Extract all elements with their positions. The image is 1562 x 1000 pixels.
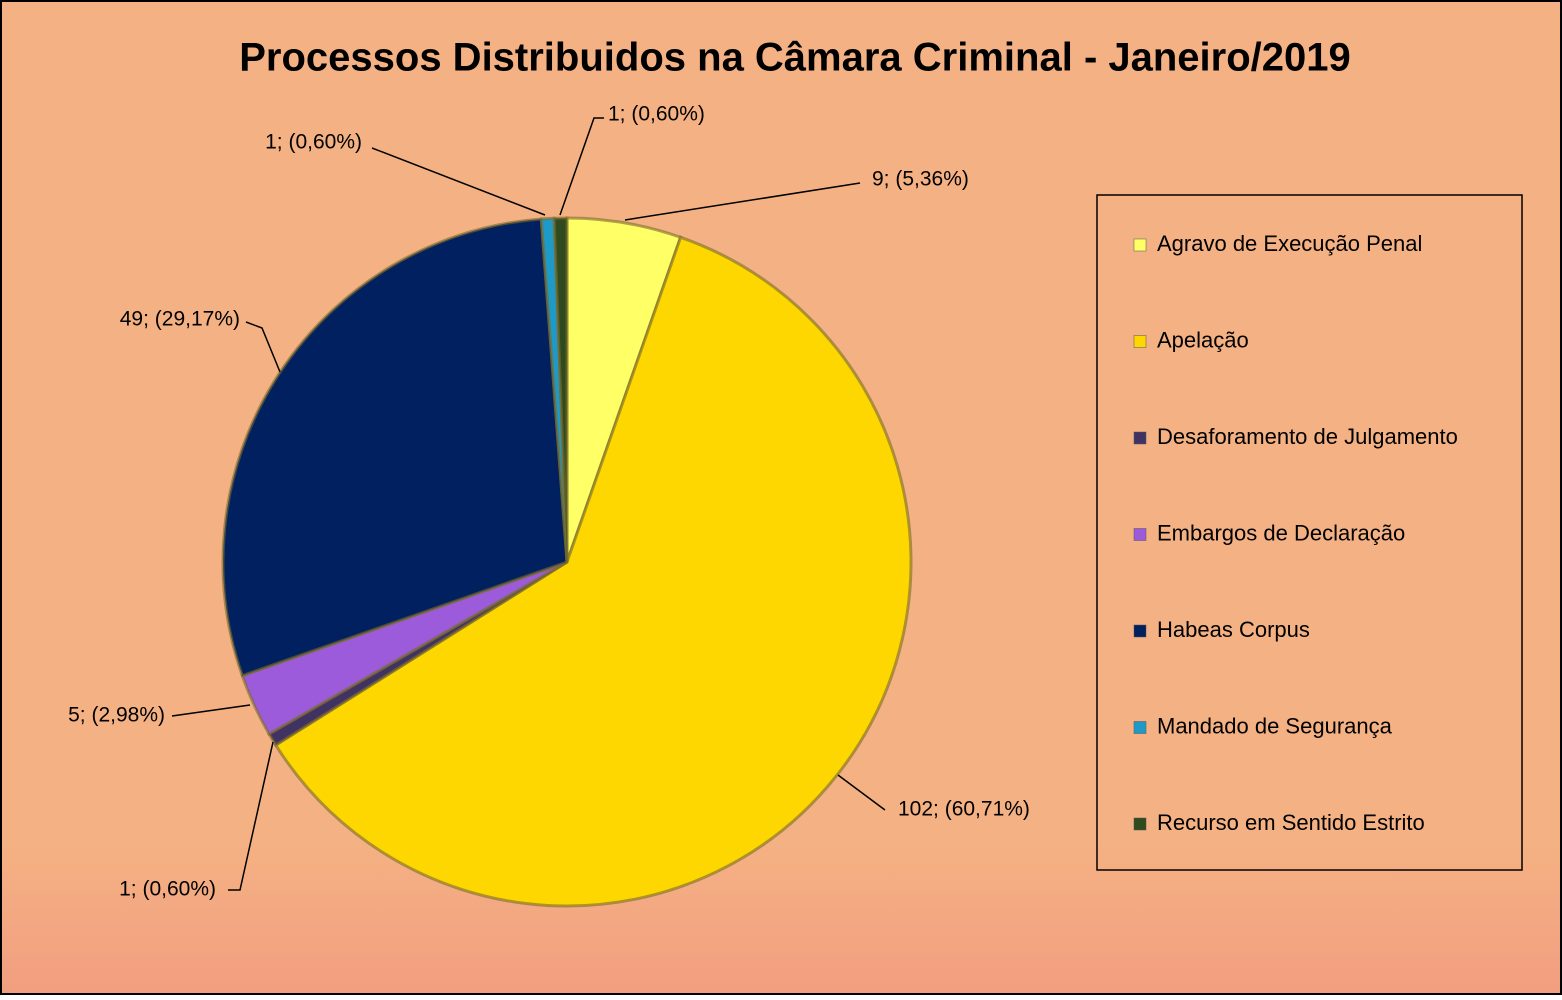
chart-title: Processos Distribuidos na Câmara Crimina… [239, 36, 1351, 80]
leader-line [245, 321, 281, 373]
legend-label: Habeas Corpus [1157, 617, 1310, 642]
legend-marker [1133, 624, 1147, 638]
legend-marker [1133, 528, 1147, 541]
legend-label: Apelação [1157, 327, 1249, 352]
legend: Agravo de Execução Penal Apelação Desafora… [1133, 231, 1458, 835]
pie-slice [273, 235, 913, 908]
legend-marker [1133, 721, 1147, 734]
leader-line [171, 704, 251, 717]
data-label: 5; (2,98%) [68, 704, 165, 727]
data-label: 1; (0,60%) [608, 103, 705, 126]
legend-marker [1133, 817, 1147, 831]
leader-line [837, 774, 886, 811]
data-label: 102; (60,71%) [898, 798, 1030, 821]
legend-label: Desaforamento de Julgamento [1157, 424, 1458, 449]
leader-line [624, 182, 861, 221]
legend-label: Embargos de Declaração [1157, 520, 1405, 545]
data-labels: 9; (5,36%) 102; (60,71%) 1; (0,60%) 5; (2,9… [68, 103, 1030, 901]
leader-line [559, 117, 604, 216]
legend-marker [1133, 335, 1147, 348]
legend-label: Mandado de Segurança [1157, 713, 1393, 738]
data-label: 9; (5,36%) [872, 168, 969, 191]
legend-label: Agravo de Execução Penal [1157, 231, 1422, 256]
data-label: 1; (0,60%) [265, 131, 362, 154]
leader-line [228, 741, 274, 891]
data-label: 1; (0,60%) [119, 878, 216, 901]
data-label: 49; (29,17%) [120, 308, 240, 331]
legend-marker [1133, 238, 1147, 252]
pie-slice [552, 216, 569, 563]
legend-marker [1133, 431, 1147, 445]
legend-box [1096, 194, 1523, 871]
legend-label: Recurso em Sentido Estrito [1157, 810, 1425, 835]
pie-slice [221, 217, 569, 678]
leader-line [371, 147, 546, 216]
pie [221, 216, 913, 908]
